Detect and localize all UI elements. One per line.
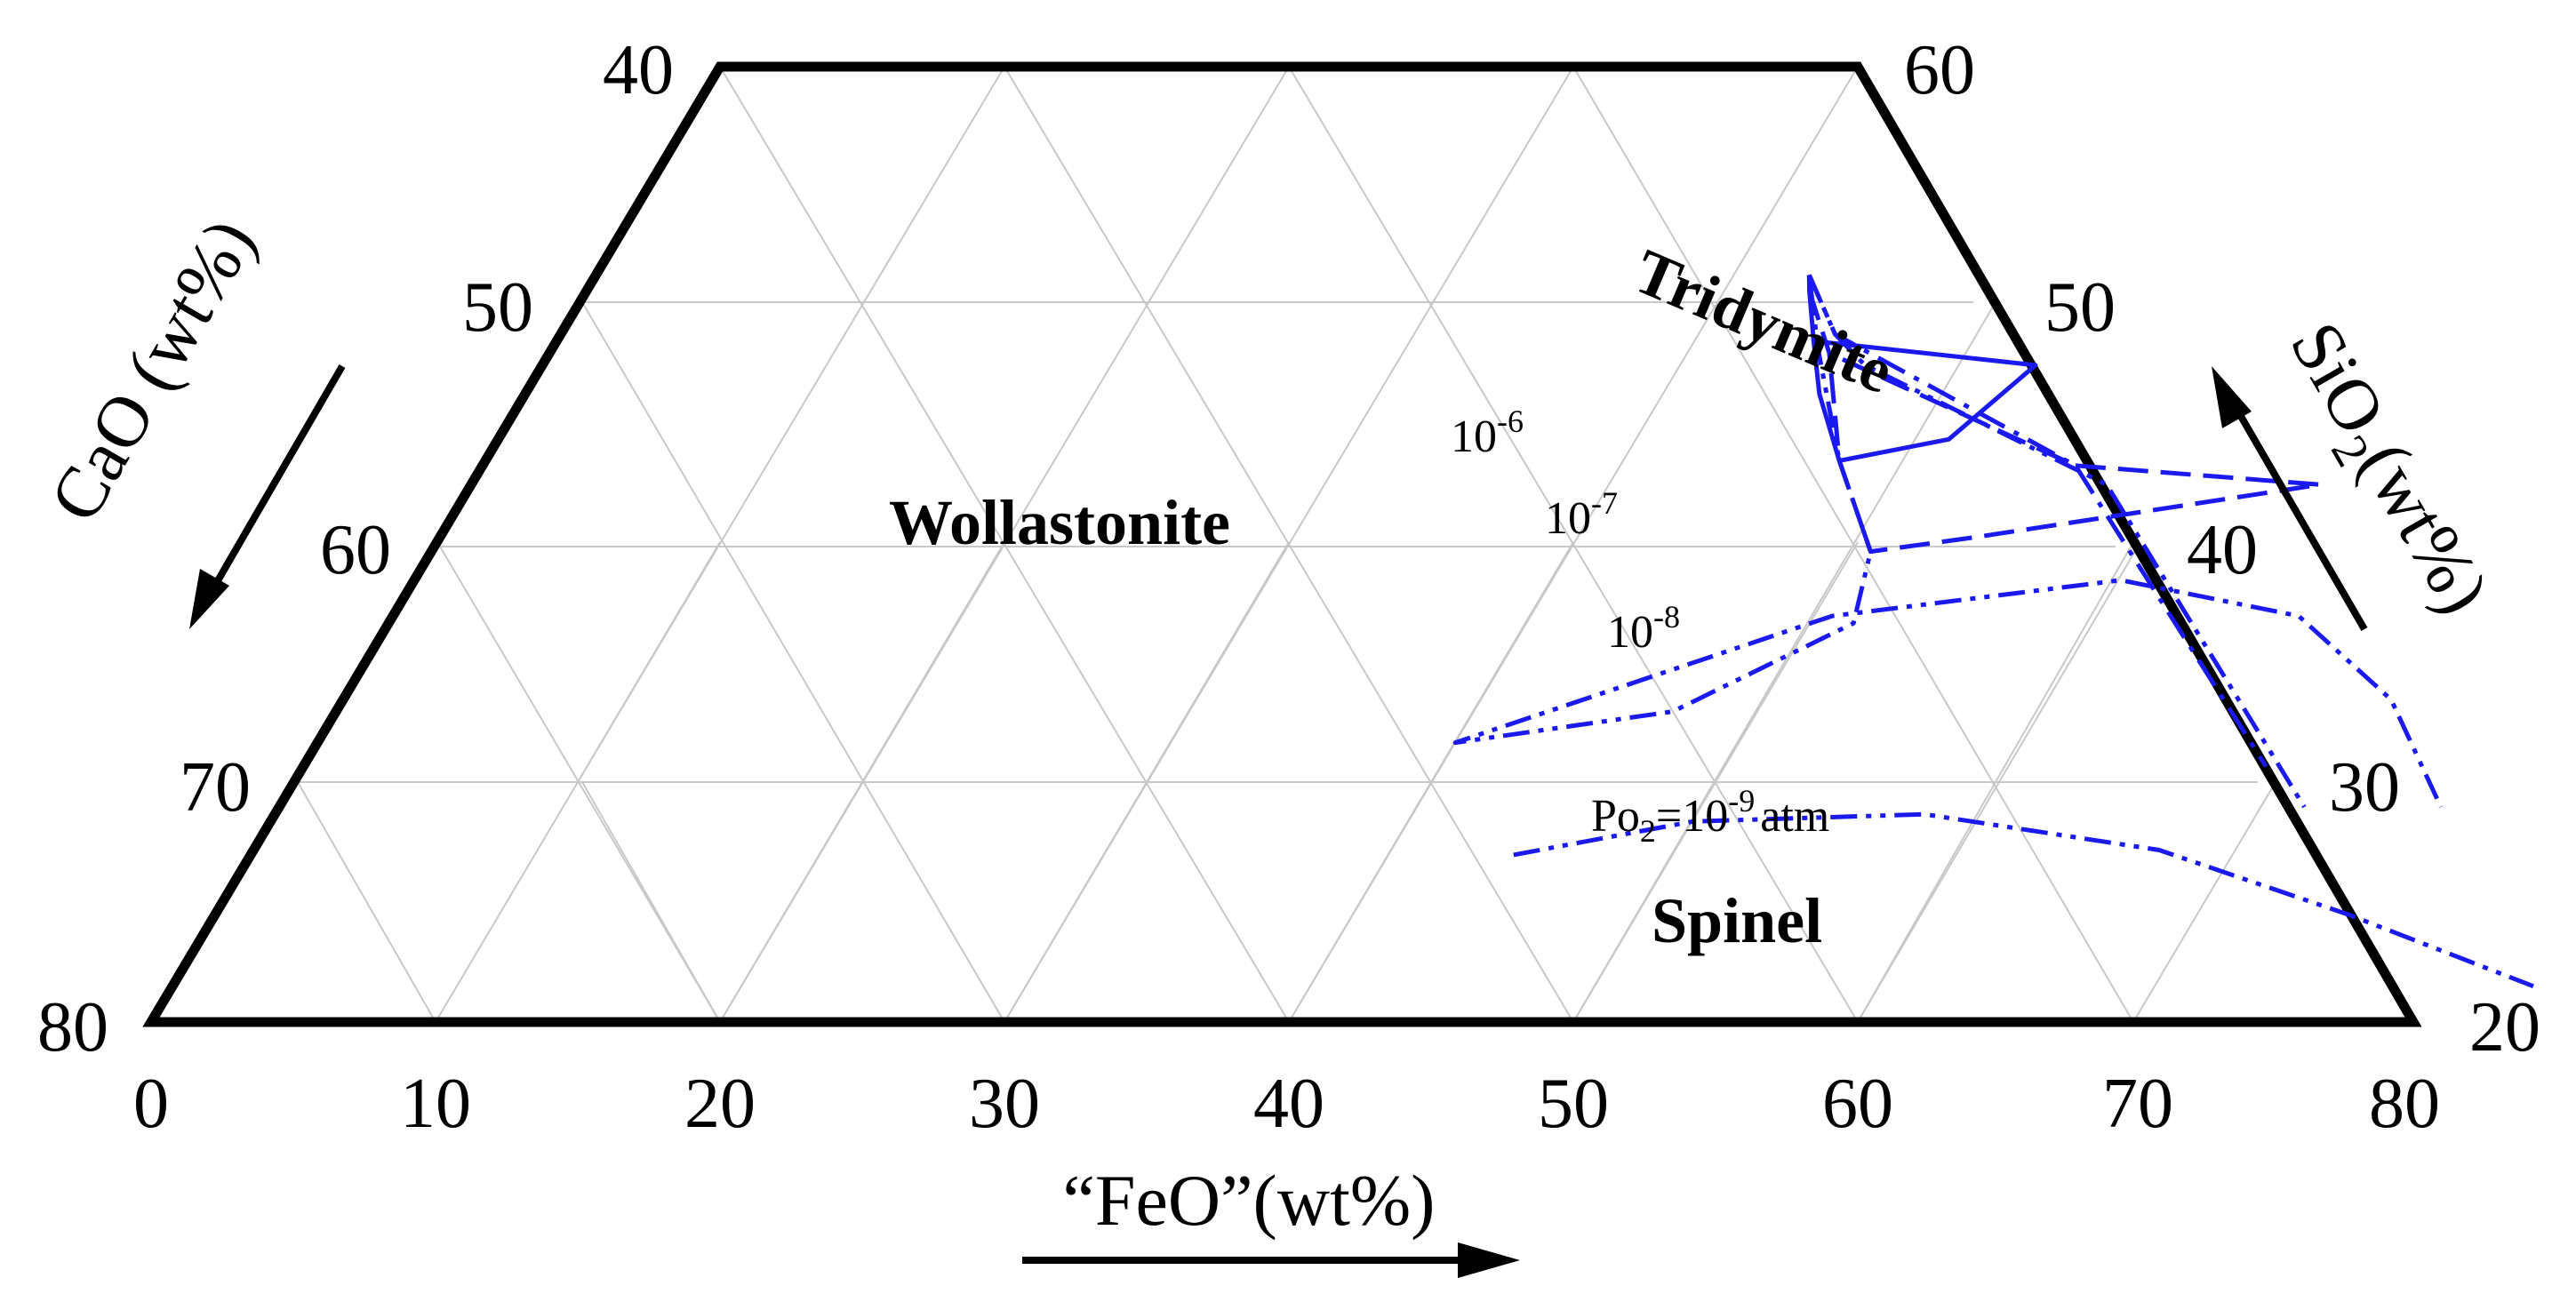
feo-tick-label: 60 bbox=[1822, 1065, 1893, 1143]
feo-arrow-head bbox=[1458, 1242, 1520, 1278]
isobar-label-1e-6: 10-6 bbox=[1451, 403, 1524, 462]
phase-boundary-curve-4 bbox=[1807, 290, 2323, 555]
cao-tick-label: 60 bbox=[320, 511, 391, 589]
cao-tick-label: 40 bbox=[603, 31, 674, 109]
grid bbox=[297, 66, 2276, 1023]
cao-arrow-head bbox=[189, 569, 229, 629]
isobar-label-1e-7: 10-7 bbox=[1545, 485, 1618, 544]
feo-tick-label: 80 bbox=[2369, 1065, 2440, 1143]
feo-axis-title: “FeO”(wt%) bbox=[1063, 1160, 1436, 1241]
feo-tick-label: 50 bbox=[1538, 1065, 1609, 1143]
grid-line-rise-g bbox=[1857, 546, 2139, 1023]
grid-line-rise-h bbox=[2132, 781, 2276, 1023]
region-label-spinel: Spinel bbox=[1652, 885, 1822, 956]
region-label-tridymite: Tridymite bbox=[1625, 236, 1903, 407]
cao-axis-title: CaO (wt%) bbox=[34, 205, 271, 535]
sio2-arrow-head bbox=[2212, 366, 2252, 428]
feo-tick-label: 20 bbox=[684, 1065, 756, 1143]
sio2-tick-label: 60 bbox=[1904, 31, 1975, 109]
cao-axis-ticks: 40 50 60 70 80 bbox=[37, 31, 674, 1066]
grid-line-fall-g bbox=[297, 781, 436, 1023]
grid-line-fall-a bbox=[719, 66, 1290, 1023]
cao-tick-label: 70 bbox=[180, 748, 251, 827]
feo-tick-label: 40 bbox=[1253, 1065, 1324, 1143]
isobar-label-1e-8: 10-8 bbox=[1607, 599, 1680, 658]
phase-boundary-curves bbox=[1452, 274, 2534, 989]
sio2-tick-label: 40 bbox=[2187, 511, 2258, 589]
cao-arrow-shaft bbox=[210, 363, 346, 591]
phase-boundary-curve-5 bbox=[1452, 275, 2444, 809]
grid-line-rise-60 bbox=[1857, 541, 2134, 1023]
grid-line-rise-b bbox=[577, 66, 1005, 783]
region-label-wollastonite: Wollastonite bbox=[889, 487, 1230, 558]
sio2-axis-title: SiO2(wt%) bbox=[2263, 308, 2505, 633]
phase-boundary-curve-6 bbox=[1513, 811, 2534, 989]
sio2-tick-label: 20 bbox=[2469, 988, 2540, 1066]
grid-line-fall-b bbox=[1004, 66, 1574, 1023]
grid-line-fall-d bbox=[1572, 66, 2134, 1023]
grid-line-fall-c bbox=[1288, 66, 1859, 1023]
phase-boundary-curve-3 bbox=[1816, 339, 2038, 463]
sio2-axis-ticks: 60 50 40 30 20 bbox=[1904, 31, 2540, 1066]
feo-direction-arrow bbox=[1022, 1242, 1520, 1278]
feo-tick-label: 10 bbox=[400, 1065, 471, 1143]
cao-tick-label: 50 bbox=[462, 268, 533, 347]
feo-axis-ticks: 0 10 20 30 40 50 60 70 80 bbox=[133, 1065, 2440, 1143]
sio2-tick-label: 30 bbox=[2329, 748, 2400, 827]
feo-tick-label: 30 bbox=[969, 1065, 1040, 1143]
isobar-label-1e-9: Po2=10-9 atm bbox=[1591, 783, 1829, 849]
feo-tick-label: 70 bbox=[2102, 1065, 2173, 1143]
sio2-arrow-shaft bbox=[2232, 404, 2368, 632]
cao-direction-arrow bbox=[189, 363, 346, 629]
sio2-direction-arrow bbox=[2212, 366, 2368, 632]
grid-line-fall-e bbox=[581, 301, 1005, 1023]
cao-tick-label: 80 bbox=[37, 988, 108, 1066]
grid-line-fall-f bbox=[439, 546, 721, 1023]
grid-line-rise-f bbox=[1572, 301, 1996, 1023]
sio2-tick-label: 50 bbox=[2044, 268, 2116, 347]
feo-tick-label: 0 bbox=[133, 1065, 169, 1143]
phase-boundary-curve-1 bbox=[1807, 274, 2268, 768]
diagram-frame bbox=[142, 61, 2422, 1027]
